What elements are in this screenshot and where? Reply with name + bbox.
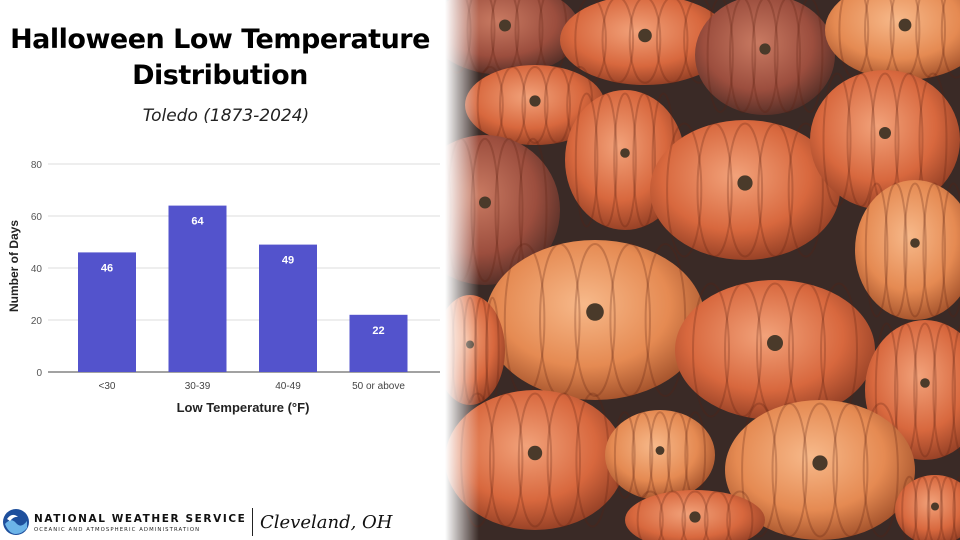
pumpkin-illustration [445,0,960,540]
pumpkin [675,280,875,420]
y-tick-label: 20 [31,316,43,327]
pumpkin [605,410,715,500]
x-tick-label: 50 or above [352,381,405,392]
x-axis-label: Low Temperature (°F) [177,400,310,415]
chart-bars: 46 64 49 22 [78,205,408,372]
bar-value-label: 49 [282,255,294,267]
pumpkin [625,490,765,540]
pumpkin [695,0,835,115]
bar-2 [259,244,317,372]
pumpkin [650,120,840,260]
bar-3 [349,314,408,372]
bar-value-label: 22 [372,325,384,337]
x-axis-ticks: <30 30-39 40-49 50 or above [99,381,406,392]
bar-chart: 0 20 40 60 80 46 64 49 22 <30 30-39 40-49 50 or ab… [7,160,440,415]
pumpkin [485,240,705,400]
bar-1 [168,205,227,372]
x-tick-label: 30-39 [185,381,211,392]
noaa-logo-icon [3,509,29,535]
slide-subtitle: Toledo (1873-2024) [142,106,310,126]
org-subtitle: OCEANIC AND ATMOSPHERIC ADMINISTRATION [34,527,201,533]
org-name: NATIONAL WEATHER SERVICE [34,513,247,525]
bar-value-label: 64 [191,216,204,228]
title-line-2: Distribution [132,60,308,91]
pumpkin [895,475,960,540]
pumpkin [825,0,960,80]
title-line-1: Halloween Low Temperature [10,24,430,55]
y-axis-ticks: 0 20 40 60 80 [31,160,43,379]
y-tick-label: 40 [31,264,43,275]
x-tick-label: <30 [99,381,116,392]
pumpkins-photo [445,0,960,540]
x-tick-label: 40-49 [275,381,301,392]
pumpkin [465,65,605,145]
bar-0 [78,252,136,372]
y-tick-label: 0 [36,368,42,379]
y-tick-label: 80 [31,160,43,171]
pumpkin [725,400,915,540]
slide-title: Halloween Low Temperature Distribution [0,22,440,94]
bar-value-label: 46 [101,262,113,274]
y-tick-label: 60 [31,212,43,223]
y-axis-label: Number of Days [7,220,21,312]
office-name: Cleveland, OH [260,512,393,533]
pumpkin [855,180,960,320]
footer-divider [252,508,253,536]
